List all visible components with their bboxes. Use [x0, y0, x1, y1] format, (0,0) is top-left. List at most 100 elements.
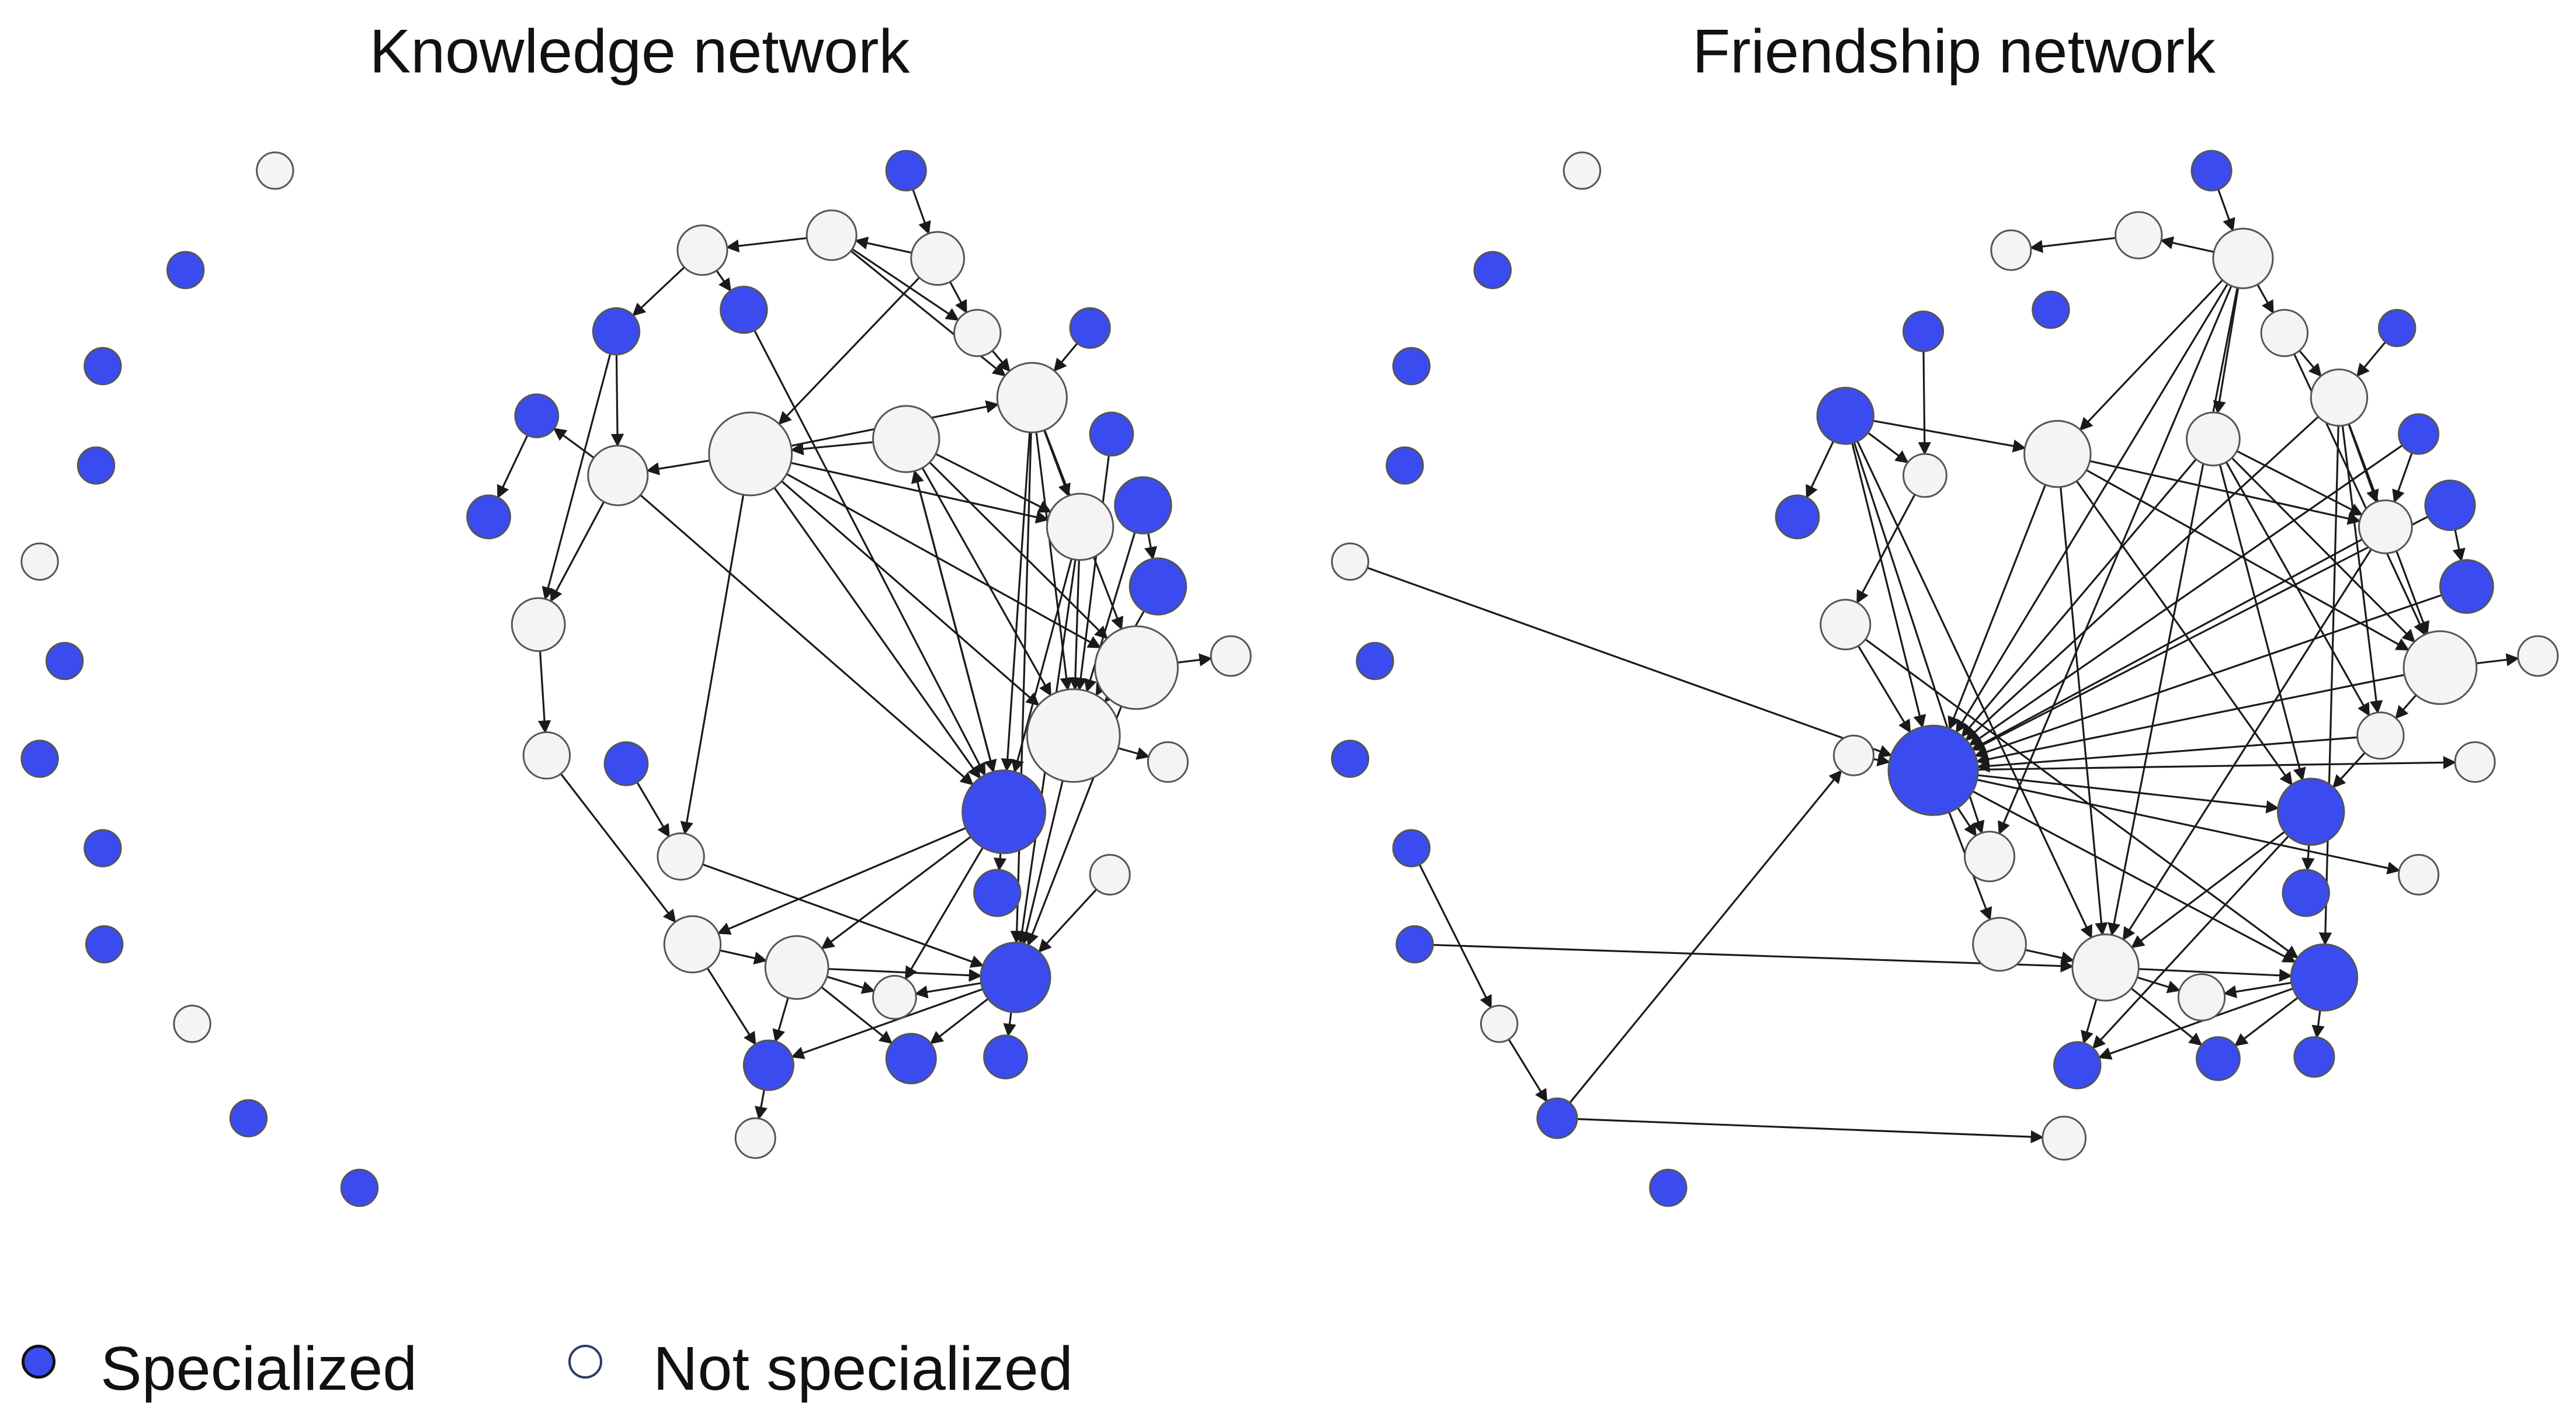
knowledge-edge — [560, 773, 676, 924]
friendship-not-specialized-node — [1990, 229, 2032, 271]
knowledge-edge — [702, 863, 984, 968]
knowledge-edge — [1020, 780, 1064, 945]
knowledge-edge — [993, 853, 1007, 872]
knowledge-specialized-node — [1089, 411, 1134, 457]
knowledge-specialized-node — [592, 307, 641, 356]
knowledge-specialized-node — [603, 741, 649, 786]
friendship-edge — [2060, 487, 2108, 936]
friendship-not-specialized-node — [2023, 419, 2092, 488]
friendship-specialized-node — [2053, 1041, 2102, 1089]
friendship-not-specialized-node — [1832, 734, 1875, 776]
friendship-edge — [2217, 189, 2235, 232]
knowledge-edge — [904, 846, 984, 980]
knowledge-edge — [935, 453, 1052, 513]
friendship-specialized-node — [1473, 251, 1512, 289]
friendship-edge — [2079, 279, 2223, 431]
knowledge-edge — [636, 782, 670, 838]
friendship-edge — [1856, 494, 1916, 604]
knowledge-edge — [852, 248, 960, 321]
friendship-specialized-node — [2277, 778, 2345, 846]
knowledge-not-specialized-node — [1094, 625, 1179, 710]
knowledge-not-specialized-node — [511, 597, 566, 653]
knowledge-edge — [680, 494, 745, 835]
knowledge-not-specialized-node — [872, 974, 917, 1020]
knowledge-specialized-node — [514, 393, 560, 439]
knowledge-specialized-node — [1069, 307, 1111, 349]
friendship-edge — [2075, 480, 2293, 786]
friendship-not-specialized-node — [2356, 711, 2405, 760]
knowledge-specialized-node — [20, 740, 59, 778]
knowledge-specialized-node — [961, 769, 1047, 855]
friendship-not-specialized-node — [2212, 227, 2274, 289]
knowledge-edge — [778, 277, 920, 425]
knowledge-edge — [640, 494, 974, 786]
knowledge-edge — [1144, 533, 1158, 560]
knowledge-not-specialized-node — [1046, 492, 1115, 561]
friendship-edge — [1806, 440, 1835, 499]
knowledge-specialized-node — [466, 494, 511, 540]
friendship-specialized-node — [1887, 724, 1979, 816]
friendship-edge — [2256, 284, 2274, 314]
knowledge-edge — [646, 459, 710, 476]
friendship-edge — [2395, 694, 2417, 720]
knowledge-edge — [632, 266, 685, 317]
friendship-edge — [1955, 283, 2228, 734]
knowledge-edge — [781, 480, 1040, 706]
knowledge-edge — [1011, 558, 1072, 773]
friendship-edge — [1918, 351, 1931, 456]
knowledge-edge — [1117, 747, 1150, 760]
knowledge-not-specialized-node — [663, 915, 722, 974]
friendship-not-specialized-node — [1963, 831, 2016, 883]
knowledge-not-specialized-node — [910, 231, 966, 286]
friendship-edge — [1857, 645, 1911, 734]
knowledge-specialized-node — [720, 286, 768, 334]
knowledge-edge — [497, 435, 529, 499]
friendship-edge — [1851, 443, 1926, 728]
knowledge-specialized-node — [885, 150, 927, 192]
friendship-not-specialized-node — [2310, 368, 2369, 427]
friendship-specialized-node — [1392, 829, 1431, 867]
knowledge-specialized-node — [45, 641, 84, 681]
knowledge-not-specialized-node — [657, 832, 705, 881]
friendship-edge — [2452, 529, 2466, 562]
knowledge-edge — [827, 976, 876, 994]
knowledge-edge — [720, 949, 768, 965]
knowledge-edge — [991, 350, 1011, 372]
knowledge-edge — [716, 270, 732, 292]
friendship-not-specialized-node — [2186, 411, 2241, 467]
friendship-not-specialized-node — [1903, 453, 1947, 498]
knowledge-not-specialized-node — [708, 411, 793, 497]
friendship-specialized-node — [2398, 413, 2440, 455]
friendship-edge — [1969, 445, 2403, 746]
friendship-edge — [1965, 416, 2320, 741]
knowledge-edge — [786, 473, 1102, 648]
friendship-edge — [2108, 287, 2238, 936]
knowledge-edge — [790, 441, 873, 456]
knowledge-edge — [1038, 888, 1098, 953]
knowledge-edge — [553, 428, 595, 459]
friendship-edge — [1867, 432, 1909, 464]
friendship-edge — [2231, 457, 2416, 643]
knowledge-specialized-node — [983, 1035, 1028, 1080]
friendship-edge — [2130, 987, 2203, 1046]
knowledge-edge — [550, 501, 605, 603]
knowledge-not-specialized-node — [1026, 688, 1121, 783]
knowledge-edge — [911, 470, 995, 772]
knowledge-edge — [1068, 560, 1082, 691]
friendship-not-specialized-node — [2403, 630, 2478, 705]
knowledge-edge — [912, 189, 931, 235]
friendship-not-specialized-node — [1820, 599, 1872, 651]
knowledge-edge — [1010, 432, 1032, 944]
knowledge-specialized-node — [84, 829, 122, 867]
friendship-edge — [1418, 864, 1492, 1009]
knowledge-not-specialized-node — [806, 209, 857, 261]
friendship-edge — [1976, 736, 2358, 773]
knowledge-edge — [914, 982, 981, 999]
knowledge-edge — [754, 329, 986, 776]
friendship-edge — [1947, 484, 2047, 730]
nodes-layer — [20, 150, 2559, 1207]
friendship-edge — [2234, 997, 2299, 1047]
friendship-edge — [1577, 1118, 2044, 1144]
friendship-specialized-node — [1395, 925, 1434, 964]
